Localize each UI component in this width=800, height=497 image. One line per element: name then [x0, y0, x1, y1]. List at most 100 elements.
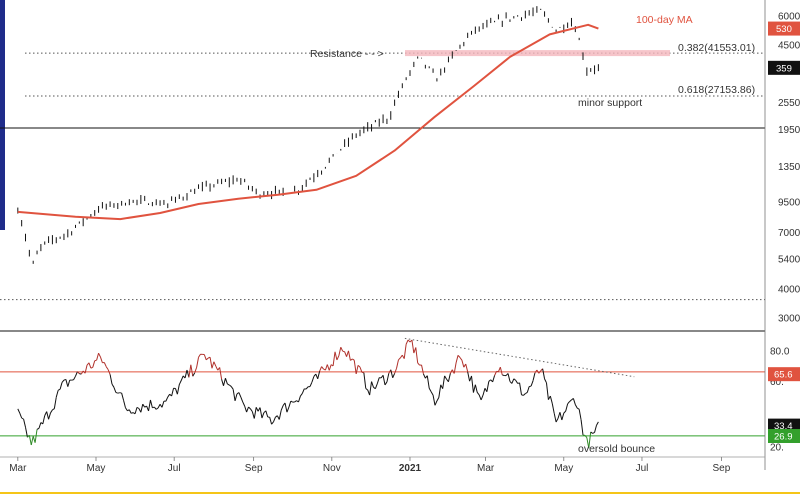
- price-tag-label: 530: [776, 24, 792, 35]
- rsi-segment: [176, 384, 180, 395]
- rsi-segment: [17, 408, 21, 414]
- rsi-segment: [525, 392, 528, 395]
- rsi-segment: [417, 362, 420, 366]
- price-tick-label: 4000: [778, 285, 800, 296]
- rsi-segment: [545, 382, 549, 400]
- rsi-segment: [482, 388, 486, 396]
- rsi-segment: [342, 350, 345, 353]
- rsi-segment: [180, 375, 184, 381]
- rsi-segment: [365, 388, 369, 391]
- rsi-segment: [227, 383, 230, 386]
- price-tag-bg: [768, 60, 800, 75]
- rsi-segment: [152, 406, 155, 409]
- rsi-segment: [34, 429, 38, 443]
- rsi-segment: [332, 351, 336, 367]
- rsi-segment: [449, 369, 453, 374]
- rsi-segment: [594, 425, 597, 433]
- rsi-segment: [194, 367, 198, 374]
- rsi-segment: [55, 390, 59, 398]
- rsi-segment: [140, 404, 144, 413]
- price-tick-label: 45000: [778, 41, 800, 52]
- rsi-segment: [394, 368, 398, 374]
- rsi-segment: [213, 361, 217, 367]
- rsi-segment: [434, 400, 438, 406]
- rsi-tick-label: 20.: [770, 443, 784, 454]
- rsi-segment: [28, 435, 32, 446]
- rsi-segment: [209, 357, 213, 369]
- rsi-segment: [569, 399, 572, 402]
- rsi-segment: [549, 395, 553, 404]
- rsi-segment: [261, 412, 265, 419]
- rsi-segment: [73, 375, 76, 381]
- rsi-segment: [511, 378, 515, 384]
- rsi-segment: [542, 368, 546, 379]
- rsi-segment: [109, 374, 113, 385]
- rsi-segment: [596, 421, 599, 426]
- rsi-segment: [340, 346, 344, 352]
- rsi-segment: [171, 388, 175, 397]
- rsi-segment: [290, 400, 293, 403]
- rsi-segment: [374, 383, 378, 389]
- rsi-segment: [188, 364, 192, 378]
- rsi-segment: [578, 409, 582, 420]
- price-tick-label: 13500: [778, 162, 800, 173]
- rsi-segment: [232, 389, 236, 401]
- rsi-segment: [494, 371, 497, 376]
- rsi-segment: [559, 412, 563, 421]
- rsi-segment: [561, 412, 565, 421]
- rsi-segment: [23, 419, 26, 428]
- rsi-tag-label: 65.6: [774, 370, 793, 381]
- rsi-segment: [502, 374, 505, 377]
- rsi-segment: [523, 393, 526, 396]
- rsi-segment: [136, 406, 140, 409]
- rsi-segment: [30, 436, 34, 446]
- rsi-segment: [442, 375, 446, 389]
- rsi-segment: [422, 373, 426, 379]
- rsi-segment: [186, 369, 190, 378]
- rsi-segment: [563, 410, 567, 414]
- rsi-segment: [215, 365, 219, 371]
- rsi-segment: [253, 407, 257, 419]
- rsi-segment: [48, 412, 51, 420]
- rsi-segment: [53, 397, 57, 409]
- rsi-segment: [286, 407, 290, 413]
- rsi-segment: [338, 347, 342, 356]
- rsi-segment: [317, 371, 321, 379]
- rsi-segment: [515, 380, 519, 384]
- rsi-segment: [161, 401, 165, 408]
- resistance-label: Resistance - - >: [310, 48, 384, 60]
- price-tag-label: 359: [776, 63, 792, 74]
- rsi-segment: [278, 410, 282, 420]
- rsi-segment: [230, 386, 234, 390]
- rsi-segment: [350, 358, 353, 361]
- rsi-segment: [123, 400, 126, 408]
- rsi-segment: [67, 380, 71, 387]
- rsi-segment: [57, 388, 61, 391]
- price-tick-label: 60000: [778, 12, 800, 23]
- rsi-segment: [403, 344, 407, 359]
- rsi-segment: [432, 395, 436, 406]
- rsi-segment: [269, 417, 273, 425]
- rsi-segment: [184, 369, 188, 379]
- rsi-segment: [588, 431, 592, 449]
- rsi-segment: [396, 359, 399, 369]
- rsi-segment: [461, 360, 465, 368]
- rsi-segment: [478, 394, 482, 401]
- rsi-segment: [94, 359, 97, 362]
- rsi-segment: [453, 362, 457, 374]
- rsi-segment: [165, 396, 169, 402]
- price-panel: Resistance - - > 0.382(41553.01) 0.618(271…: [0, 6, 765, 301]
- rsi-segment: [103, 362, 107, 367]
- rsi-segment: [190, 364, 194, 377]
- rsi-segment: [534, 369, 538, 374]
- rsi-segment: [52, 408, 55, 411]
- rsi-segment: [115, 391, 118, 394]
- rsi-segment: [580, 419, 584, 436]
- rsi-segment: [476, 392, 480, 396]
- rsi-segment: [90, 366, 93, 369]
- fib-0618-label: 0.618(27153.86): [678, 84, 755, 96]
- rsi-segment: [221, 379, 224, 386]
- rsi-segment: [369, 381, 373, 396]
- rsi-segment: [148, 399, 151, 412]
